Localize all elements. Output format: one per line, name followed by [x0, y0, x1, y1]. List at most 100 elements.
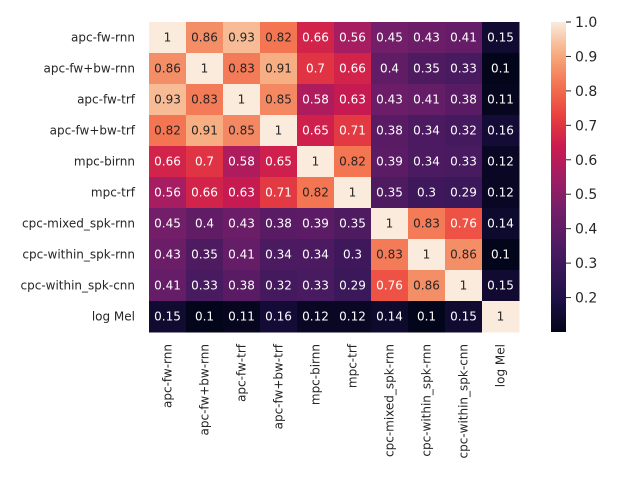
heatmap-cell	[223, 53, 261, 85]
heatmap-cell	[371, 84, 409, 116]
cell-value-label: 0.41	[228, 248, 255, 262]
row-tick-label: apc-fw+bw-rnn	[44, 62, 135, 76]
cell-value-label: 0.34	[302, 248, 329, 262]
cell-value-label: 0.1	[491, 62, 510, 76]
cell-value-label: 0.15	[487, 31, 514, 45]
heatmap-cell	[445, 115, 483, 147]
heatmap-cell	[260, 115, 298, 147]
cell-value-label: 0.63	[339, 93, 366, 107]
column-tick-label: mpc-trf	[346, 343, 360, 388]
cell-value-label: 1	[386, 217, 394, 231]
cell-value-label: 0.12	[487, 155, 514, 169]
cell-value-label: 0.86	[191, 31, 218, 45]
heatmap-cell	[149, 177, 187, 209]
colorbar-tick-label: 0.5	[575, 187, 597, 203]
heatmap-cell	[334, 53, 372, 85]
heatmap-cell	[223, 22, 261, 54]
heatmap-cell	[371, 239, 409, 271]
cell-value-label: 0.4	[195, 217, 214, 231]
cell-value-label: 0.38	[228, 279, 255, 293]
cell-value-label: 0.71	[339, 124, 366, 138]
colorbar-tick-label: 0.4	[575, 222, 597, 238]
heatmap-cell	[445, 84, 483, 116]
heatmap-cell	[445, 53, 483, 85]
heatmap-cell	[297, 301, 335, 333]
heatmap-cell	[445, 177, 483, 209]
heatmap-cell	[371, 301, 409, 333]
heatmap-cell	[334, 301, 372, 333]
heatmap-cell	[223, 84, 261, 116]
heatmap-cell	[260, 270, 298, 302]
heatmap-cell	[408, 208, 446, 240]
heatmap-cell	[186, 84, 224, 116]
row-tick-label: apc-fw-rnn	[71, 31, 135, 45]
cell-value-label: 0.32	[450, 124, 477, 138]
row-tick-label: cpc-mixed_spk-rnn	[22, 217, 135, 231]
heatmap-cell	[482, 301, 520, 333]
cell-value-label: 0.82	[302, 186, 329, 200]
cell-value-label: 0.29	[450, 186, 477, 200]
cell-value-label: 0.16	[487, 124, 514, 138]
heatmap-cell	[408, 270, 446, 302]
colorbar-tick-label: 0.3	[575, 256, 597, 272]
heatmap-cell	[186, 115, 224, 147]
cell-value-label: 0.3	[343, 248, 362, 262]
colorbar-tick-label: 0.6	[575, 153, 597, 169]
column-tick-label: apc-fw-trf	[235, 343, 249, 402]
column-labels: apc-fw-rnn apc-fw+bw-rnn apc-fw-trf apc-fw+…	[161, 343, 508, 458]
row-tick-label: mpc-trf	[91, 186, 136, 200]
colorbar	[551, 22, 566, 332]
heatmap-cell	[408, 84, 446, 116]
row-tick-label: cpc-within_spk-rnn	[22, 248, 135, 262]
heatmap-cell	[482, 208, 520, 240]
cell-value-label: 0.38	[265, 217, 292, 231]
cell-value-label: 0.85	[265, 93, 292, 107]
heatmap-cell	[482, 53, 520, 85]
cell-value-label: 0.63	[228, 186, 255, 200]
heatmap-cell	[482, 177, 520, 209]
cell-value-label: 0.34	[265, 248, 292, 262]
heatmap-cell	[408, 301, 446, 333]
colorbar-tick-label: 1.0	[575, 15, 597, 31]
heatmap-cell	[186, 270, 224, 302]
heatmap-cell	[334, 146, 372, 178]
cell-value-label: 0.93	[228, 31, 255, 45]
row-tick-label: mpc-birnn	[74, 155, 135, 169]
cell-value-label: 0.16	[265, 310, 292, 324]
heatmap-cell	[186, 177, 224, 209]
heatmap-cell	[482, 146, 520, 178]
heatmap-cell	[334, 208, 372, 240]
cell-value-label: 0.86	[154, 62, 181, 76]
cell-value-label: 0.83	[191, 93, 218, 107]
cell-value-label: 0.86	[413, 279, 440, 293]
cell-value-label: 0.11	[487, 93, 514, 107]
cell-value-label: 0.82	[154, 124, 181, 138]
cell-value-label: 0.58	[228, 155, 255, 169]
cell-value-label: 0.83	[376, 248, 403, 262]
cell-value-label: 1	[164, 31, 172, 45]
cell-value-label: 0.65	[265, 155, 292, 169]
cell-value-label: 0.91	[191, 124, 218, 138]
cell-value-label: 0.45	[154, 217, 181, 231]
cell-value-label: 0.1	[417, 310, 436, 324]
column-tick-label: apc-fw+bw-rnn	[198, 344, 212, 435]
cell-value-label: 0.35	[413, 62, 440, 76]
heatmap-cell	[445, 208, 483, 240]
cell-value-label: 0.76	[376, 279, 403, 293]
heatmap-cell	[371, 53, 409, 85]
column-tick-label: cpc-mixed_spk-rnn	[383, 344, 397, 457]
cell-value-label: 0.71	[265, 186, 292, 200]
cell-value-label: 0.35	[191, 248, 218, 262]
heatmap-cell	[223, 239, 261, 271]
cell-value-label: 0.66	[191, 186, 218, 200]
heatmap-cell	[482, 22, 520, 54]
cell-value-label: 0.15	[154, 310, 181, 324]
cell-value-label: 0.43	[413, 31, 440, 45]
cell-value-label: 1	[423, 248, 431, 262]
cell-value-label: 0.58	[302, 93, 329, 107]
cell-value-label: 0.65	[302, 124, 329, 138]
cell-value-label: 0.12	[339, 310, 366, 324]
cell-value-label: 0.86	[450, 248, 477, 262]
cell-value-label: 0.91	[265, 62, 292, 76]
heatmap-cell	[371, 115, 409, 147]
